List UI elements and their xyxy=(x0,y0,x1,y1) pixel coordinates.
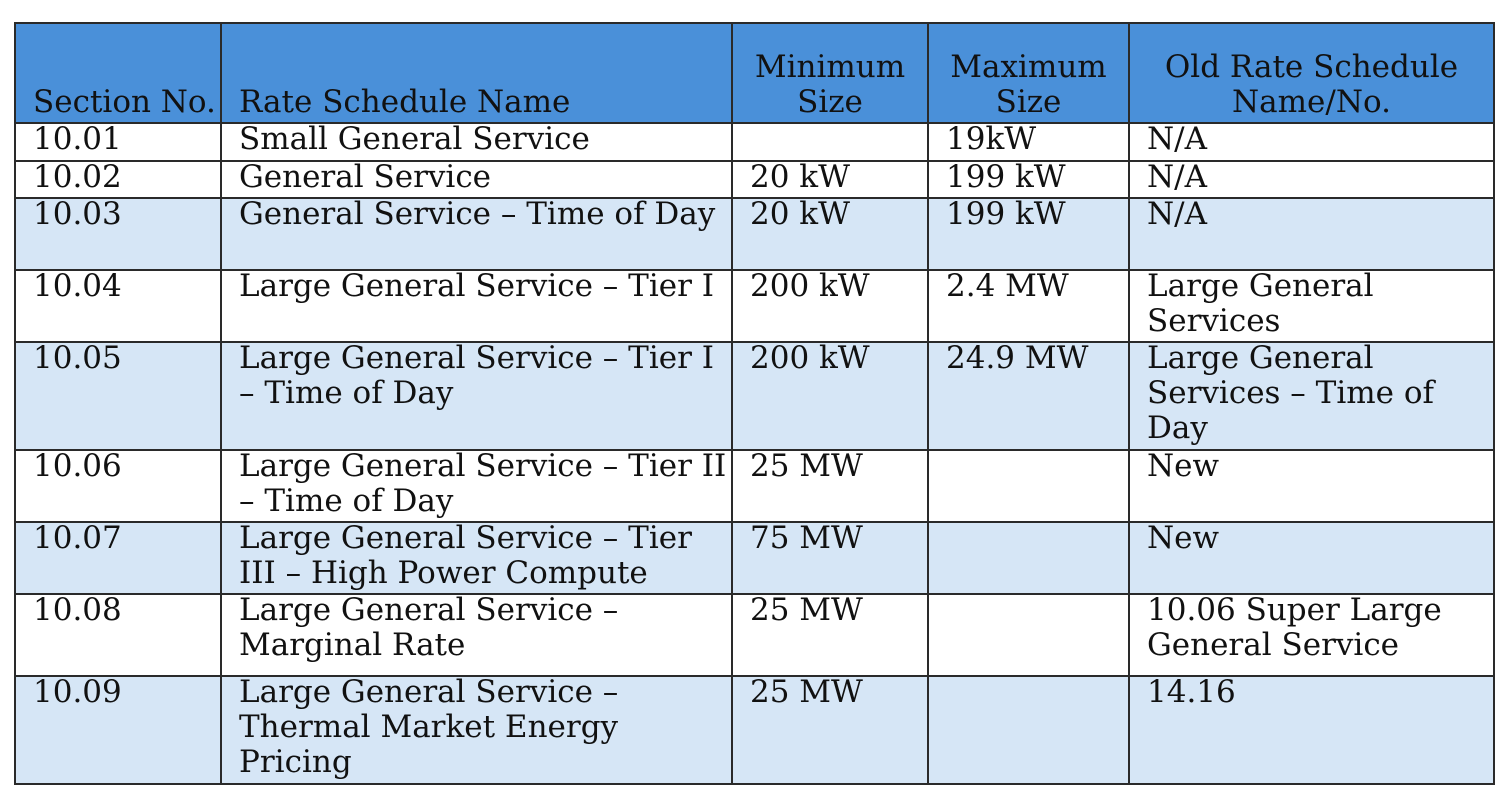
header-row: Section No. Rate Schedule Name Minimum S… xyxy=(14,22,1495,124)
table-row: 10.09 Large General Service – Thermal Ma… xyxy=(14,675,1495,785)
cell-max: 2.4 MW xyxy=(927,269,1130,343)
cell-old: N/A xyxy=(1128,160,1495,199)
cell-min: 200 kW xyxy=(731,341,929,451)
header-old-rate-schedule: Old Rate Schedule Name/No. xyxy=(1128,22,1495,124)
cell-old: N/A xyxy=(1128,197,1495,271)
cell-section: 10.06 xyxy=(14,449,222,523)
cell-name: Large General Service – Marginal Rate xyxy=(220,593,733,677)
cell-section: 10.02 xyxy=(14,160,222,199)
table-row: 10.02 General Service 20 kW 199 kW N/A xyxy=(14,160,1495,199)
cell-name: Large General Service – Thermal Market E… xyxy=(220,675,733,785)
cell-max xyxy=(927,521,1130,595)
table-row: 10.07 Large General Service – Tier III –… xyxy=(14,521,1495,595)
cell-min: 75 MW xyxy=(731,521,929,595)
table-row: 10.03 General Service – Time of Day 20 k… xyxy=(14,197,1495,271)
rate-schedule-table: Section No. Rate Schedule Name Minimum S… xyxy=(14,22,1495,785)
cell-old: 14.16 xyxy=(1128,675,1495,785)
header-minimum-size: Minimum Size xyxy=(731,22,929,124)
table-row: 10.01 Small General Service 19kW N/A xyxy=(14,122,1495,162)
cell-max: 19kW xyxy=(927,122,1130,162)
cell-old: Large General Services xyxy=(1128,269,1495,343)
cell-min: 20 kW xyxy=(731,160,929,199)
cell-min: 25 MW xyxy=(731,675,929,785)
cell-max xyxy=(927,675,1130,785)
cell-min: 200 kW xyxy=(731,269,929,343)
cell-section: 10.08 xyxy=(14,593,222,677)
cell-name: General Service – Time of Day xyxy=(220,197,733,271)
cell-min xyxy=(731,122,929,162)
cell-old: New xyxy=(1128,521,1495,595)
cell-old: 10.06 Super Large General Service xyxy=(1128,593,1495,677)
cell-max xyxy=(927,449,1130,523)
table-row: 10.06 Large General Service – Tier II – … xyxy=(14,449,1495,523)
cell-name: Large General Service – Tier II – Time o… xyxy=(220,449,733,523)
header-maximum-size: Maximum Size xyxy=(927,22,1130,124)
table-row: 10.04 Large General Service – Tier I 200… xyxy=(14,269,1495,343)
header-section-no: Section No. xyxy=(14,22,222,124)
cell-min: 25 MW xyxy=(731,449,929,523)
cell-old: Large General Services – Time of Day xyxy=(1128,341,1495,451)
cell-section: 10.01 xyxy=(14,122,222,162)
cell-section: 10.05 xyxy=(14,341,222,451)
cell-name: General Service xyxy=(220,160,733,199)
cell-section: 10.04 xyxy=(14,269,222,343)
cell-name: Large General Service – Tier I – Time of… xyxy=(220,341,733,451)
cell-section: 10.03 xyxy=(14,197,222,271)
table-row: 10.05 Large General Service – Tier I – T… xyxy=(14,341,1495,451)
cell-old: N/A xyxy=(1128,122,1495,162)
cell-name: Large General Service – Tier III – High … xyxy=(220,521,733,595)
cell-max xyxy=(927,593,1130,677)
cell-section: 10.07 xyxy=(14,521,222,595)
cell-min: 20 kW xyxy=(731,197,929,271)
table-row: 10.08 Large General Service – Marginal R… xyxy=(14,593,1495,677)
cell-name: Small General Service xyxy=(220,122,733,162)
cell-min: 25 MW xyxy=(731,593,929,677)
cell-section: 10.09 xyxy=(14,675,222,785)
cell-max: 199 kW xyxy=(927,197,1130,271)
cell-max: 199 kW xyxy=(927,160,1130,199)
cell-max: 24.9 MW xyxy=(927,341,1130,451)
cell-old: New xyxy=(1128,449,1495,523)
cell-name: Large General Service – Tier I xyxy=(220,269,733,343)
header-rate-schedule-name: Rate Schedule Name xyxy=(220,22,733,124)
